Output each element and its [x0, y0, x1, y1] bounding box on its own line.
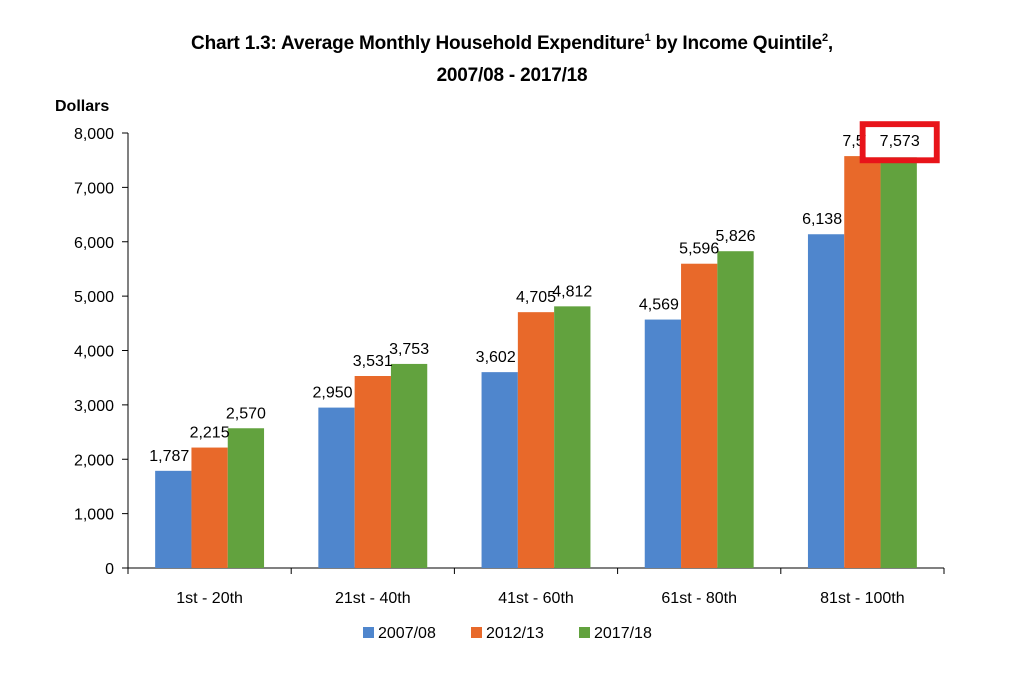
data-label: 5,826	[715, 228, 755, 245]
bar-2007-08-5	[807, 234, 845, 568]
data-label: 6,138	[802, 211, 842, 228]
bar-2017-18-5	[880, 156, 917, 568]
title-footnote-2: 2	[821, 31, 828, 44]
highlight-rect	[859, 121, 940, 164]
x-axis: 1st - 20th 21st - 40th 41st - 60th 61st - 8…	[127, 567, 945, 607]
x-tick-label: 1st - 20th	[176, 590, 243, 607]
legend-label: 2017/18	[594, 625, 652, 642]
y-tick-label: 8,000	[74, 126, 114, 143]
chart-title: Chart 1.3: Average Monthly Household Exp…	[0, 28, 1024, 92]
y-tick-label: 6,000	[74, 235, 114, 252]
data-label: 3,531	[353, 353, 393, 370]
legend-label: 2012/13	[486, 625, 544, 642]
y-tick-label: 2,000	[74, 452, 114, 469]
chart-title-line-2: 2007/08 - 2017/18	[436, 65, 588, 86]
y-tick-label: 7,000	[74, 180, 114, 197]
data-label: 3,602	[476, 349, 516, 366]
y-axis: 0 1,000 2,000 3,000 4,000 5,000 6,000 7,000 8,00…	[74, 126, 129, 578]
data-label: 2,215	[190, 425, 230, 442]
data-label: 4,705	[516, 289, 556, 306]
legend-swatch-2017-18	[579, 627, 590, 638]
bars	[155, 156, 917, 568]
data-label: 2,570	[226, 405, 266, 422]
bar-2017-18-1	[227, 428, 265, 568]
y-axis-unit-label: Dollars	[55, 98, 109, 115]
data-label: 2,950	[312, 385, 352, 402]
bar-2012-13-5	[844, 156, 881, 568]
legend-label: 2007/08	[378, 625, 436, 642]
data-label: 3,753	[389, 341, 429, 358]
y-tick-label: 3,000	[74, 398, 114, 415]
y-tick-label: 5,000	[74, 289, 114, 306]
bar-2007-08-4	[644, 319, 682, 568]
bar-2017-18-3	[554, 306, 591, 568]
x-tick-label: 81st - 100th	[820, 590, 905, 607]
y-tick-label: 0	[105, 561, 114, 578]
x-tick-label: 61st - 80th	[661, 590, 737, 607]
legend-swatch-2007-08	[363, 627, 374, 638]
highlight-box: 7,573	[859, 121, 940, 164]
bar-2012-13-1	[191, 447, 228, 568]
title-text-part: ,	[827, 33, 833, 54]
bar-2007-08-1	[155, 470, 192, 568]
highlight-backdrop	[865, 127, 934, 158]
bar-2007-08-3	[481, 372, 518, 568]
data-label: 4,569	[639, 297, 679, 314]
title-footnote-1: 1	[644, 31, 651, 44]
title-text-part: Chart 1.3: Average Monthly Household Exp…	[191, 33, 645, 54]
bar-2007-08-2	[318, 407, 355, 568]
data-label: 1,787	[149, 448, 189, 465]
bar-2012-13-3	[517, 312, 555, 568]
x-tick-label: 21st - 40th	[335, 590, 411, 607]
title-text-part: by Income Quintile	[650, 33, 823, 54]
y-tick-label: 1,000	[74, 507, 114, 524]
bar-2012-13-2	[354, 376, 391, 568]
data-label: 5,596	[679, 241, 719, 258]
x-tick-label: 41st - 60th	[498, 590, 574, 607]
bar-2012-13-4	[681, 263, 718, 568]
bar-2017-18-2	[390, 363, 428, 568]
highlighted-data-label: 7,573	[880, 133, 920, 150]
y-tick-label: 4,000	[74, 344, 114, 361]
chart-title-line-1: Chart 1.3: Average Monthly Household Exp…	[0, 28, 1024, 60]
legend-swatch-2012-13	[471, 627, 482, 638]
legend: 2007/08 2012/13 2017/18	[363, 625, 652, 642]
bar-2017-18-4	[717, 251, 754, 568]
data-label: 4,812	[552, 283, 592, 300]
